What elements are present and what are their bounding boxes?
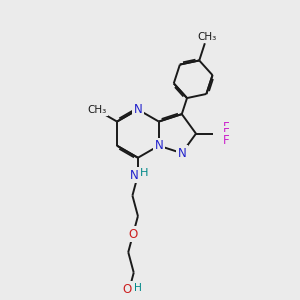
Text: CH₃: CH₃ [87, 105, 106, 115]
Text: CH₃: CH₃ [197, 32, 217, 42]
Text: N: N [177, 147, 186, 160]
Text: F: F [223, 127, 230, 140]
Text: N: N [154, 139, 163, 152]
Text: O: O [128, 228, 138, 241]
Text: H: H [140, 168, 149, 178]
Text: O: O [122, 283, 132, 296]
Text: F: F [223, 121, 230, 134]
Text: F: F [223, 134, 230, 147]
Text: H: H [134, 284, 142, 293]
Text: N: N [134, 103, 142, 116]
Text: N: N [130, 169, 139, 182]
